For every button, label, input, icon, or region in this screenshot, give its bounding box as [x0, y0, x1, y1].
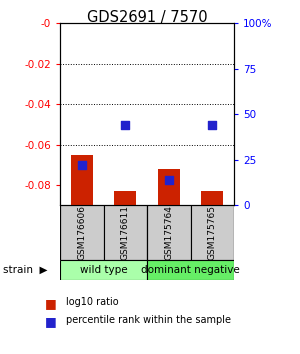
- Bar: [158, 169, 180, 205]
- Bar: [103, 205, 147, 260]
- Bar: [201, 191, 223, 205]
- Text: wild type: wild type: [80, 265, 127, 275]
- Point: [123, 122, 128, 128]
- Bar: [114, 191, 136, 205]
- Text: strain  ▶: strain ▶: [3, 265, 47, 275]
- Bar: [60, 205, 103, 260]
- Bar: [60, 260, 147, 280]
- Text: GSM176611: GSM176611: [121, 205, 130, 260]
- Point: [79, 162, 84, 168]
- Bar: [71, 155, 93, 205]
- Text: ■: ■: [45, 315, 57, 328]
- Text: percentile rank within the sample: percentile rank within the sample: [66, 315, 231, 325]
- Text: ■: ■: [45, 297, 57, 310]
- Bar: [190, 205, 234, 260]
- Text: log10 ratio: log10 ratio: [66, 297, 118, 307]
- Point: [210, 122, 215, 128]
- Text: GDS2691 / 7570: GDS2691 / 7570: [87, 10, 207, 25]
- Text: GSM175765: GSM175765: [208, 205, 217, 260]
- Bar: [147, 260, 234, 280]
- Text: dominant negative: dominant negative: [141, 265, 240, 275]
- Point: [166, 177, 171, 183]
- Text: GSM175764: GSM175764: [164, 205, 173, 260]
- Text: GSM176606: GSM176606: [77, 205, 86, 260]
- Bar: [147, 205, 190, 260]
